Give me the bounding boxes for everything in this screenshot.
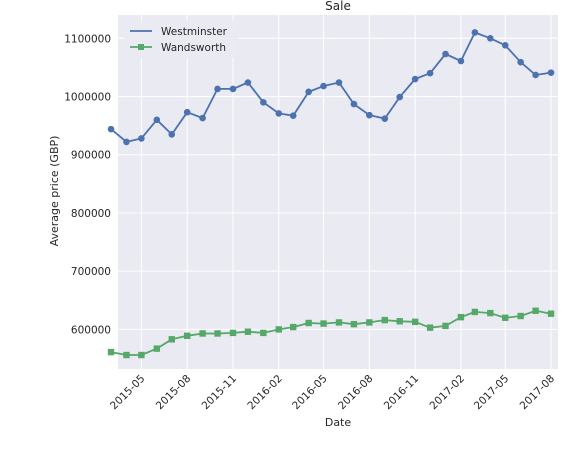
data-point-westminster xyxy=(183,108,191,116)
data-point-westminster xyxy=(123,138,130,146)
x-tick-labels: 2015-05 2015-08 2015-11 2016-02 2016-05 2016-… xyxy=(108,373,557,413)
x-tick-label: 2016-11 xyxy=(382,373,422,413)
data-point-wandsworth xyxy=(381,316,388,324)
y-tick-label: 1000000 xyxy=(64,92,111,104)
data-point-westminster xyxy=(442,50,449,58)
data-point-westminster xyxy=(214,85,221,93)
data-point-wandsworth xyxy=(366,319,373,326)
data-point-westminster xyxy=(350,100,358,108)
data-point-wandsworth xyxy=(426,324,434,331)
data-point-wandsworth xyxy=(396,318,403,325)
data-point-wandsworth xyxy=(411,318,419,326)
data-point-wandsworth xyxy=(350,320,358,328)
x-tick-label: 2017-05 xyxy=(472,373,512,413)
data-point-westminster xyxy=(547,69,555,76)
data-point-wandsworth xyxy=(214,330,221,337)
data-point-westminster xyxy=(153,116,161,124)
data-point-wandsworth xyxy=(229,329,237,337)
data-point-westminster xyxy=(411,75,419,83)
data-point-westminster xyxy=(501,41,509,49)
data-point-westminster xyxy=(457,57,465,65)
x-tick-label: 2015-11 xyxy=(200,373,240,413)
data-point-westminster xyxy=(426,69,434,77)
y-tick-labels: 600000 700000 800000 900000 1000000 1100000 xyxy=(64,33,111,336)
data-point-wandsworth xyxy=(244,328,252,335)
data-point-westminster xyxy=(335,79,343,86)
legend-label-westminster: Westminster xyxy=(161,26,228,38)
x-tick-label: 2016-08 xyxy=(336,373,376,413)
data-point-wandsworth xyxy=(471,308,479,316)
data-point-westminster xyxy=(138,135,145,142)
data-point-westminster xyxy=(244,79,252,86)
data-point-wandsworth xyxy=(199,330,206,337)
data-point-westminster xyxy=(517,58,524,66)
data-point-westminster xyxy=(487,34,494,42)
data-point-westminster xyxy=(199,114,206,122)
data-point-westminster xyxy=(289,112,297,120)
data-point-westminster xyxy=(532,71,539,79)
data-point-westminster xyxy=(471,29,479,36)
y-tick-label: 900000 xyxy=(71,150,111,162)
data-point-westminster xyxy=(381,115,389,122)
legend: Westminster Wandsworth xyxy=(124,20,238,58)
data-point-wandsworth xyxy=(168,336,175,343)
data-point-wandsworth xyxy=(260,329,267,337)
x-tick-label: 2015-08 xyxy=(154,373,194,413)
y-tick-label: 1100000 xyxy=(64,33,111,45)
data-point-westminster xyxy=(366,111,373,119)
data-point-westminster xyxy=(168,131,176,138)
data-point-wandsworth xyxy=(153,345,161,352)
data-point-westminster xyxy=(320,82,327,90)
data-point-wandsworth xyxy=(183,332,191,340)
data-point-wandsworth xyxy=(275,326,282,333)
data-point-westminster xyxy=(275,110,283,117)
data-point-westminster xyxy=(396,93,404,101)
data-point-wandsworth xyxy=(517,312,524,320)
y-tick-label: 700000 xyxy=(71,266,111,278)
x-tick-label: 2015-05 xyxy=(108,373,148,413)
legend-box xyxy=(124,20,238,58)
series-layer xyxy=(107,29,555,359)
data-point-westminster xyxy=(305,88,312,96)
data-point-wandsworth xyxy=(335,319,343,326)
data-point-wandsworth xyxy=(547,310,555,317)
x-tick-label: 2017-08 xyxy=(518,373,558,413)
data-point-wandsworth xyxy=(442,322,449,330)
data-point-wandsworth xyxy=(305,319,312,327)
y-tick-label: 800000 xyxy=(71,208,111,220)
grid xyxy=(118,15,558,369)
data-point-wandsworth xyxy=(457,313,465,321)
data-point-wandsworth xyxy=(532,307,539,314)
data-point-wandsworth xyxy=(502,314,509,321)
data-point-wandsworth xyxy=(320,320,327,327)
plot-area xyxy=(118,15,558,369)
data-point-wandsworth xyxy=(138,351,145,359)
chart-title: Sale xyxy=(325,0,351,13)
data-point-wandsworth xyxy=(290,323,297,331)
series-wandsworth xyxy=(107,307,555,359)
data-point-wandsworth xyxy=(487,309,494,317)
x-axis-title: Date xyxy=(325,416,352,429)
legend-marker-wandsworth xyxy=(138,44,144,50)
x-tick-label: 2016-02 xyxy=(245,373,285,413)
data-point-wandsworth xyxy=(123,351,130,359)
data-point-westminster xyxy=(229,85,237,93)
legend-label-wandsworth: Wandsworth xyxy=(161,42,226,54)
data-point-wandsworth xyxy=(107,348,115,356)
data-point-westminster xyxy=(260,99,267,106)
y-tick-label: 600000 xyxy=(71,324,111,336)
series-westminster xyxy=(107,29,555,146)
data-point-westminster xyxy=(107,125,115,133)
y-axis-title: Average price (GBP) xyxy=(48,136,61,247)
x-tick-label: 2017-02 xyxy=(428,373,468,413)
x-tick-label: 2016-05 xyxy=(290,373,330,413)
